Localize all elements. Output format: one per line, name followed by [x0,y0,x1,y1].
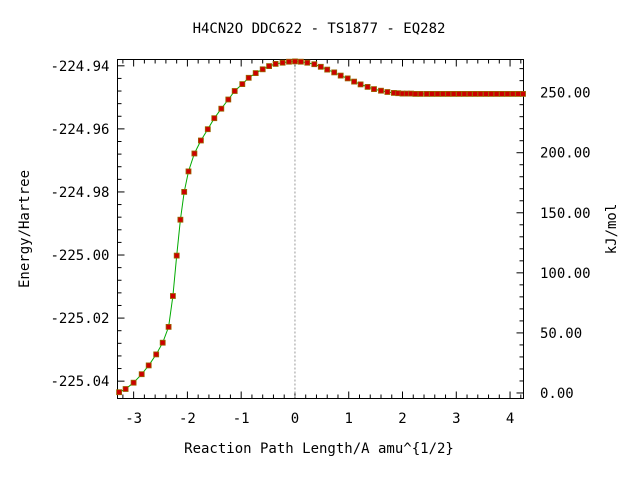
data-point [357,81,364,88]
data-point [138,371,145,378]
data-point [272,61,279,67]
data-point [122,386,129,392]
data-point [499,91,505,97]
data-point [218,105,225,112]
data-point [378,87,384,94]
data-point [515,91,521,97]
data-point [429,91,436,97]
data-point [169,293,176,299]
data-point [477,91,484,97]
y2-tick-label: 200.00 [540,146,591,162]
data-point [364,84,371,90]
data-point [324,66,331,73]
y2-tick-label: 100.00 [540,266,591,282]
data-point [130,379,137,386]
y-tick-label: -224.94 [50,59,109,75]
data-point [337,72,344,79]
data-point [197,137,204,144]
data-point [304,59,311,66]
x-tick-label: -3 [125,411,142,427]
x-tick-label: -1 [233,411,250,427]
data-point [493,91,500,97]
data-point [239,81,246,87]
x-tick-label: 1 [345,411,353,427]
data-point [434,91,441,97]
data-point [173,252,180,259]
data-point [204,126,211,133]
y2-axis-label: kJ/mol [604,204,620,255]
y-tick-label: -225.02 [50,311,109,327]
data-point [417,91,424,97]
y2-tick-label: 50.00 [540,326,582,342]
y-axis-label: Energy/Hartree [17,170,33,288]
data-point [165,323,172,330]
x-tick-label: 3 [452,411,460,427]
data-point [245,74,252,81]
data-point [116,389,122,396]
data-point [344,75,351,82]
data-point [439,91,446,97]
data-point [145,362,152,369]
data-point [384,89,391,95]
y-tick-label: -224.96 [50,122,109,138]
x-tick-label: -2 [179,411,196,427]
x-tick-label: 4 [506,411,514,427]
data-point [509,91,516,97]
data-point [259,66,266,73]
axis-ticks [117,59,524,399]
data-point [279,59,286,66]
data-point [482,91,489,97]
data-point [231,88,238,94]
data-point [423,91,430,97]
data-point [371,86,377,92]
series-curve [118,60,523,393]
data-point [466,91,473,97]
data-point [450,91,457,97]
y2-tick-label: 250.00 [540,86,591,102]
data-point [153,351,160,358]
data-point [225,96,232,103]
data-point [266,63,273,69]
data-point [297,58,304,65]
x-axis-label: Reaction Path Length/A amu^{1/2} [184,441,454,457]
y2-tick-label: 0.00 [540,386,574,402]
data-point [504,91,511,97]
data-points [116,58,526,396]
data-point [159,339,166,346]
plot-frame [117,59,524,399]
y-tick-label: -225.04 [50,374,109,390]
data-point [286,58,292,65]
data-point [191,150,198,157]
data-point [488,91,495,97]
data-point [177,216,184,223]
data-point [252,70,259,76]
data-point [181,188,188,195]
data-point [412,91,419,97]
data-point [292,58,298,65]
data-point [445,91,452,97]
data-point [331,69,338,76]
data-point [211,115,218,122]
data-point [461,91,468,97]
y-tick-label: -225.00 [50,248,109,264]
chart-title: H4CN2O DDC622 - TS1877 - EQ282 [193,21,446,37]
x-tick-label: 0 [291,411,299,427]
data-point [317,63,324,70]
data-point [311,61,318,68]
data-point [520,91,526,97]
data-point [185,168,192,175]
data-point [351,78,358,85]
y2-tick-label: 150.00 [540,206,591,222]
data-point [456,91,462,97]
tick-labels: -3 -2 -1 0 1 2 3 4 -224.94 -224.96 -224.98 -225.00 -… [50,59,590,427]
x-tick-label: 2 [398,411,406,427]
data-point [472,91,479,97]
y-tick-label: -224.98 [50,185,109,201]
